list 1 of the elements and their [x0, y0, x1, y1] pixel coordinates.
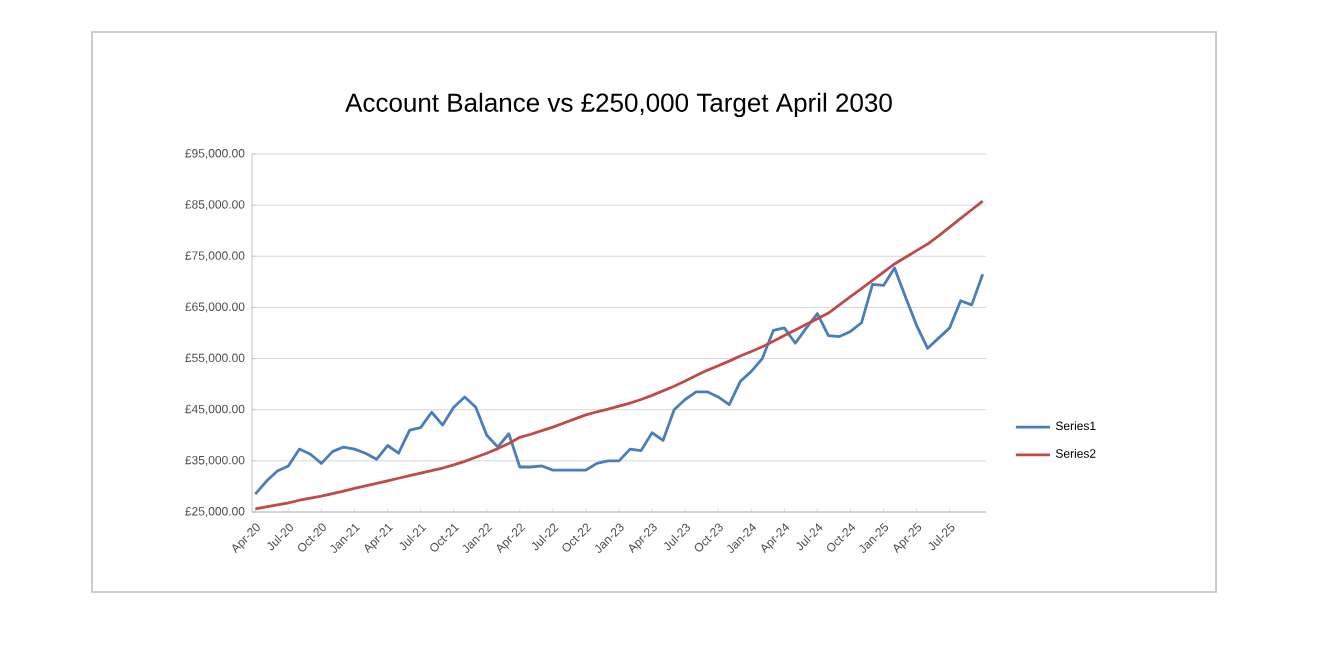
- chart-title: Account Balance vs £250,000 Target April 2030: [345, 92, 892, 118]
